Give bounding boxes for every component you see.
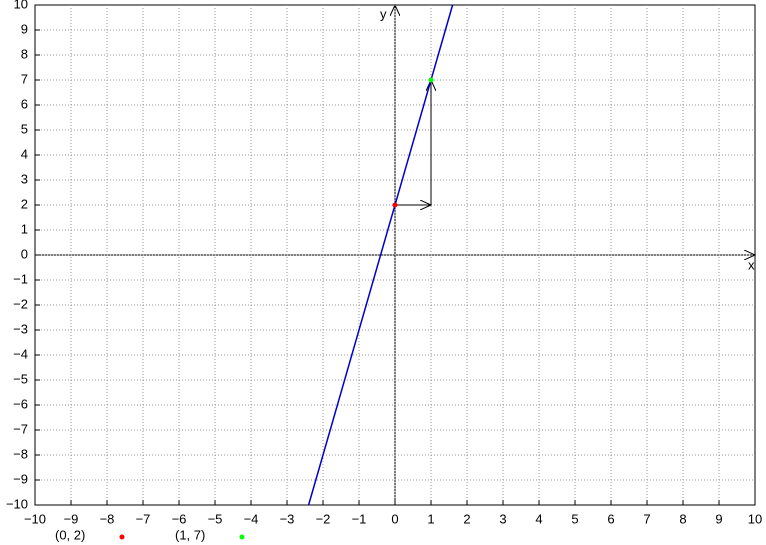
x-tick-label: 2 bbox=[463, 511, 470, 526]
x-tick-label: −9 bbox=[64, 511, 79, 526]
x-tick-label: 10 bbox=[748, 511, 762, 526]
x-tick-label: 8 bbox=[679, 511, 686, 526]
y-axis-label: y bbox=[380, 6, 387, 21]
y-tick-label: −2 bbox=[13, 296, 28, 311]
y-tick-label: −1 bbox=[13, 271, 28, 286]
x-axis-label: x bbox=[748, 257, 755, 272]
point bbox=[428, 77, 434, 83]
y-tick-label: −3 bbox=[13, 321, 28, 336]
legend-swatch bbox=[119, 534, 125, 540]
x-tick-label: 3 bbox=[499, 511, 506, 526]
y-tick-label: 8 bbox=[21, 46, 28, 61]
legend-label: (0, 2) bbox=[55, 527, 85, 542]
x-tick-label: 6 bbox=[607, 511, 614, 526]
y-tick-label: 4 bbox=[21, 146, 28, 161]
y-tick-label: 2 bbox=[21, 196, 28, 211]
y-tick-label: 9 bbox=[21, 21, 28, 36]
y-tick-label: 3 bbox=[21, 171, 28, 186]
y-tick-label: 5 bbox=[21, 121, 28, 136]
x-tick-label: −10 bbox=[24, 511, 46, 526]
y-tick-label: −7 bbox=[13, 421, 28, 436]
y-tick-label: −5 bbox=[13, 371, 28, 386]
x-tick-label: −7 bbox=[136, 511, 151, 526]
y-tick-label: 7 bbox=[21, 71, 28, 86]
x-tick-label: −2 bbox=[316, 511, 331, 526]
y-tick-label: −10 bbox=[6, 496, 28, 511]
y-tick-label: 6 bbox=[21, 96, 28, 111]
y-tick-label: −4 bbox=[13, 346, 28, 361]
x-tick-label: −6 bbox=[172, 511, 187, 526]
x-tick-label: −8 bbox=[100, 511, 115, 526]
x-tick-label: −5 bbox=[208, 511, 223, 526]
y-tick-label: 1 bbox=[21, 221, 28, 236]
point bbox=[392, 202, 398, 208]
y-tick-label: −6 bbox=[13, 396, 28, 411]
line bbox=[307, 4, 454, 506]
y-tick-label: 10 bbox=[14, 0, 28, 11]
y-tick-label: −8 bbox=[13, 446, 28, 461]
x-tick-label: −4 bbox=[244, 511, 259, 526]
x-tick-label: −3 bbox=[280, 511, 295, 526]
legend-label: (1, 7) bbox=[175, 527, 205, 542]
x-tick-label: 9 bbox=[715, 511, 722, 526]
y-tick-label: 0 bbox=[21, 246, 28, 261]
x-tick-label: 0 bbox=[391, 511, 398, 526]
x-tick-label: 5 bbox=[571, 511, 578, 526]
y-tick-label: −9 bbox=[13, 471, 28, 486]
x-tick-label: 4 bbox=[535, 511, 542, 526]
x-tick-label: 7 bbox=[643, 511, 650, 526]
legend-swatch bbox=[239, 534, 245, 540]
x-tick-label: 1 bbox=[427, 511, 434, 526]
x-tick-label: −1 bbox=[352, 511, 367, 526]
